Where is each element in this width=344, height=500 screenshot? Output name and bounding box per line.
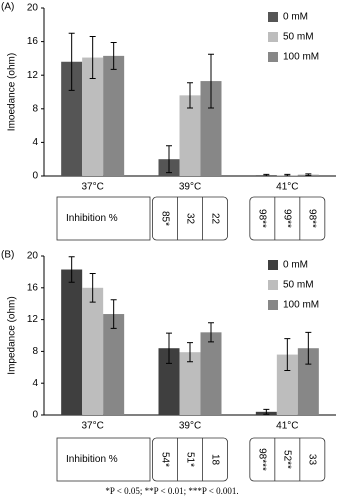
- bar: [297, 348, 319, 415]
- error-bar: [166, 332, 172, 364]
- error-bar: [187, 82, 193, 109]
- inhibition-value: 98***: [257, 448, 268, 471]
- y-tick-label: 12: [27, 314, 39, 325]
- x-tick-label: 39°C: [179, 421, 201, 432]
- inhibition-group: [152, 196, 228, 241]
- bar: [200, 332, 222, 415]
- error-bar: [166, 145, 172, 174]
- legend-label: 0 mM: [283, 12, 308, 23]
- legend-swatch: [268, 12, 278, 22]
- y-tick-label: 4: [32, 378, 38, 389]
- x-tick-label: 41°C: [276, 182, 298, 193]
- error-bar: [263, 173, 270, 177]
- inhibition-label-cell: [56, 196, 151, 241]
- inhibition-group: [249, 437, 326, 482]
- inhibition-label: Inhibition %: [66, 454, 118, 465]
- error-bar: [305, 331, 312, 365]
- error-bar: [89, 272, 96, 303]
- error-bar: [68, 256, 75, 283]
- x-tick-label: 39°C: [179, 182, 201, 193]
- inhibition-group: [152, 437, 228, 482]
- inhibition-value: 99**: [282, 209, 293, 228]
- y-tick-label: 8: [32, 103, 38, 114]
- legend-swatch: [268, 260, 278, 270]
- y-tick-label: 8: [32, 346, 38, 357]
- y-tick-label: 0: [32, 171, 38, 182]
- legend-label: 100 mM: [283, 300, 319, 311]
- inhibition-value: 22: [209, 213, 220, 225]
- inhibition-value: 51*: [184, 452, 195, 467]
- legend-label: 0 mM: [283, 260, 308, 271]
- inhibition-value: 85*: [159, 211, 170, 226]
- y-tick-label: 20: [27, 3, 39, 14]
- y-tick-label: 20: [27, 251, 39, 262]
- legend-swatch: [268, 280, 278, 290]
- bar: [200, 81, 222, 176]
- inhibition-value: 18: [209, 454, 220, 466]
- bar: [276, 354, 298, 415]
- error-bar: [284, 173, 291, 177]
- inhibition-value: 32: [184, 213, 195, 225]
- error-bar: [305, 173, 312, 177]
- legend-label: 50 mM: [283, 32, 314, 43]
- bar: [61, 61, 83, 177]
- y-axis-label: Imoedance (ohm): [7, 53, 18, 131]
- inhibition-value: 54*: [159, 452, 170, 467]
- x-tick-label: 37°C: [81, 182, 103, 193]
- y-tick-label: 4: [32, 137, 38, 148]
- inhibition-label: Inhibition %: [66, 213, 118, 224]
- error-bar: [284, 338, 291, 371]
- x-tick-label: 41°C: [276, 421, 298, 432]
- inhibition-value: 98**: [257, 209, 268, 228]
- legend-label: 100 mM: [283, 52, 319, 63]
- error-bar: [208, 322, 214, 343]
- inhibition-value: 98**: [307, 209, 318, 228]
- bar: [61, 269, 83, 415]
- error-bar: [263, 408, 270, 415]
- bar: [179, 95, 201, 176]
- error-bar: [110, 41, 117, 70]
- y-tick-label: 0: [32, 410, 38, 421]
- bar: [158, 348, 180, 415]
- y-tick-label: 12: [27, 70, 39, 81]
- inhibition-label-cell: [56, 437, 151, 482]
- inhibition-value: 52**: [282, 450, 293, 469]
- inhibition-group: [249, 196, 326, 241]
- y-tick-label: 16: [27, 282, 39, 293]
- inhibition-value: 33: [307, 454, 318, 466]
- panel-label: (B): [1, 250, 14, 261]
- y-tick-label: 16: [27, 36, 39, 47]
- error-bar: [187, 342, 193, 363]
- legend-swatch: [268, 300, 278, 310]
- bar: [82, 57, 104, 177]
- bar: [179, 352, 201, 415]
- panel-label: (A): [1, 2, 14, 13]
- bar: [103, 55, 125, 176]
- y-axis-label: Impedance (ohm): [7, 296, 18, 374]
- bar: [103, 314, 125, 415]
- bar: [82, 287, 104, 415]
- x-tick-label: 37°C: [81, 421, 103, 432]
- legend-swatch: [268, 32, 278, 42]
- error-bar: [110, 299, 117, 329]
- error-bar: [89, 36, 96, 80]
- error-bar: [208, 53, 214, 109]
- footnote: *P < 0.05; **P < 0.01; ***P < 0.001.: [105, 486, 238, 496]
- legend-swatch: [268, 52, 278, 62]
- legend-label: 50 mM: [283, 280, 314, 291]
- error-bar: [68, 32, 75, 91]
